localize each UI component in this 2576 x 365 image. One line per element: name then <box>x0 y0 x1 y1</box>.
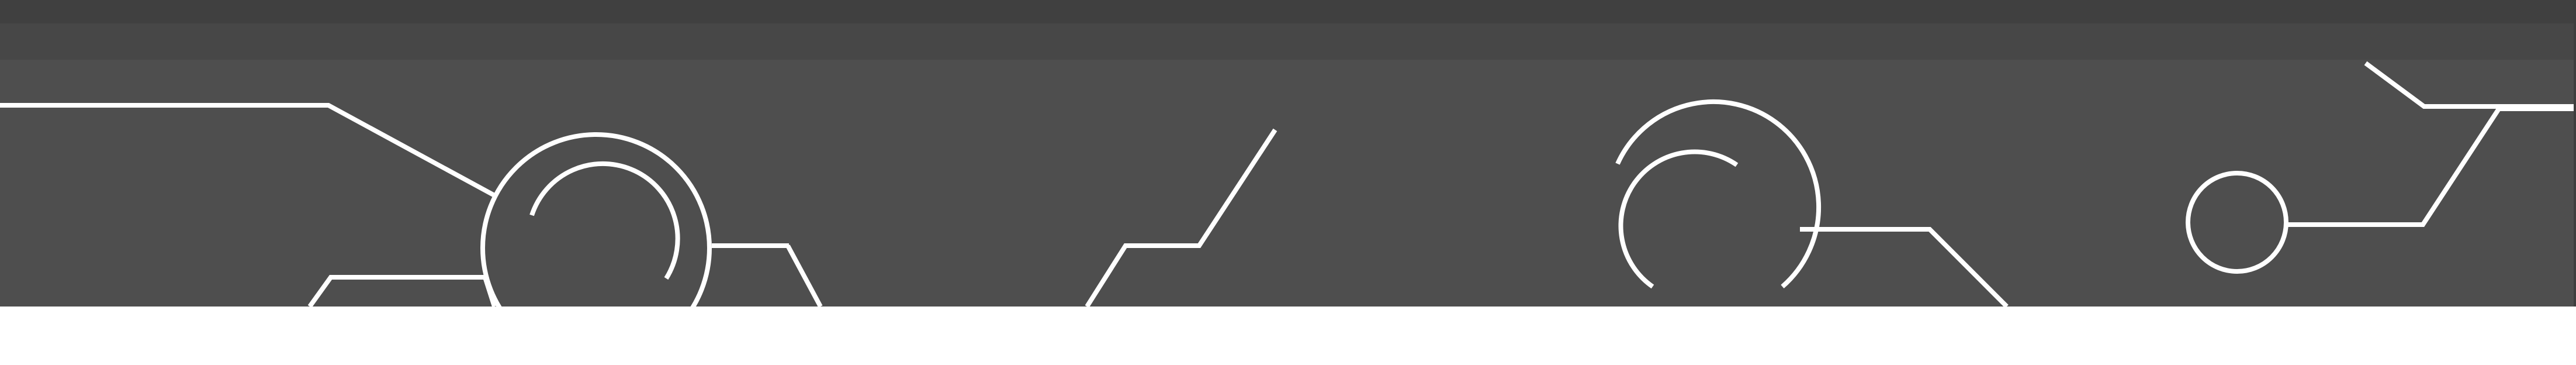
circuit-lines-graphic <box>0 61 2576 307</box>
small-ring-right <box>2186 171 2288 274</box>
inner-arc-left <box>529 161 680 280</box>
circuit-trace-right <box>2286 106 2576 227</box>
right-edge-band <box>2574 0 2576 307</box>
circuit-banner <box>0 0 2576 307</box>
large-arc-center-right <box>1615 99 1822 289</box>
mid-band <box>0 23 2576 60</box>
circuit-trace-left-descend <box>785 245 823 307</box>
circuit-trace-top-right <box>2364 61 2574 109</box>
circuit-trace-left-bottom <box>307 275 497 307</box>
top-band <box>0 0 2576 23</box>
circuit-trace-top-left <box>0 103 496 198</box>
large-ring-left <box>480 132 712 307</box>
circuit-trace-center-right <box>1800 227 2009 307</box>
inner-arc-center-right <box>1618 149 1739 289</box>
circuit-trace-center-zigzag <box>1085 128 1277 307</box>
